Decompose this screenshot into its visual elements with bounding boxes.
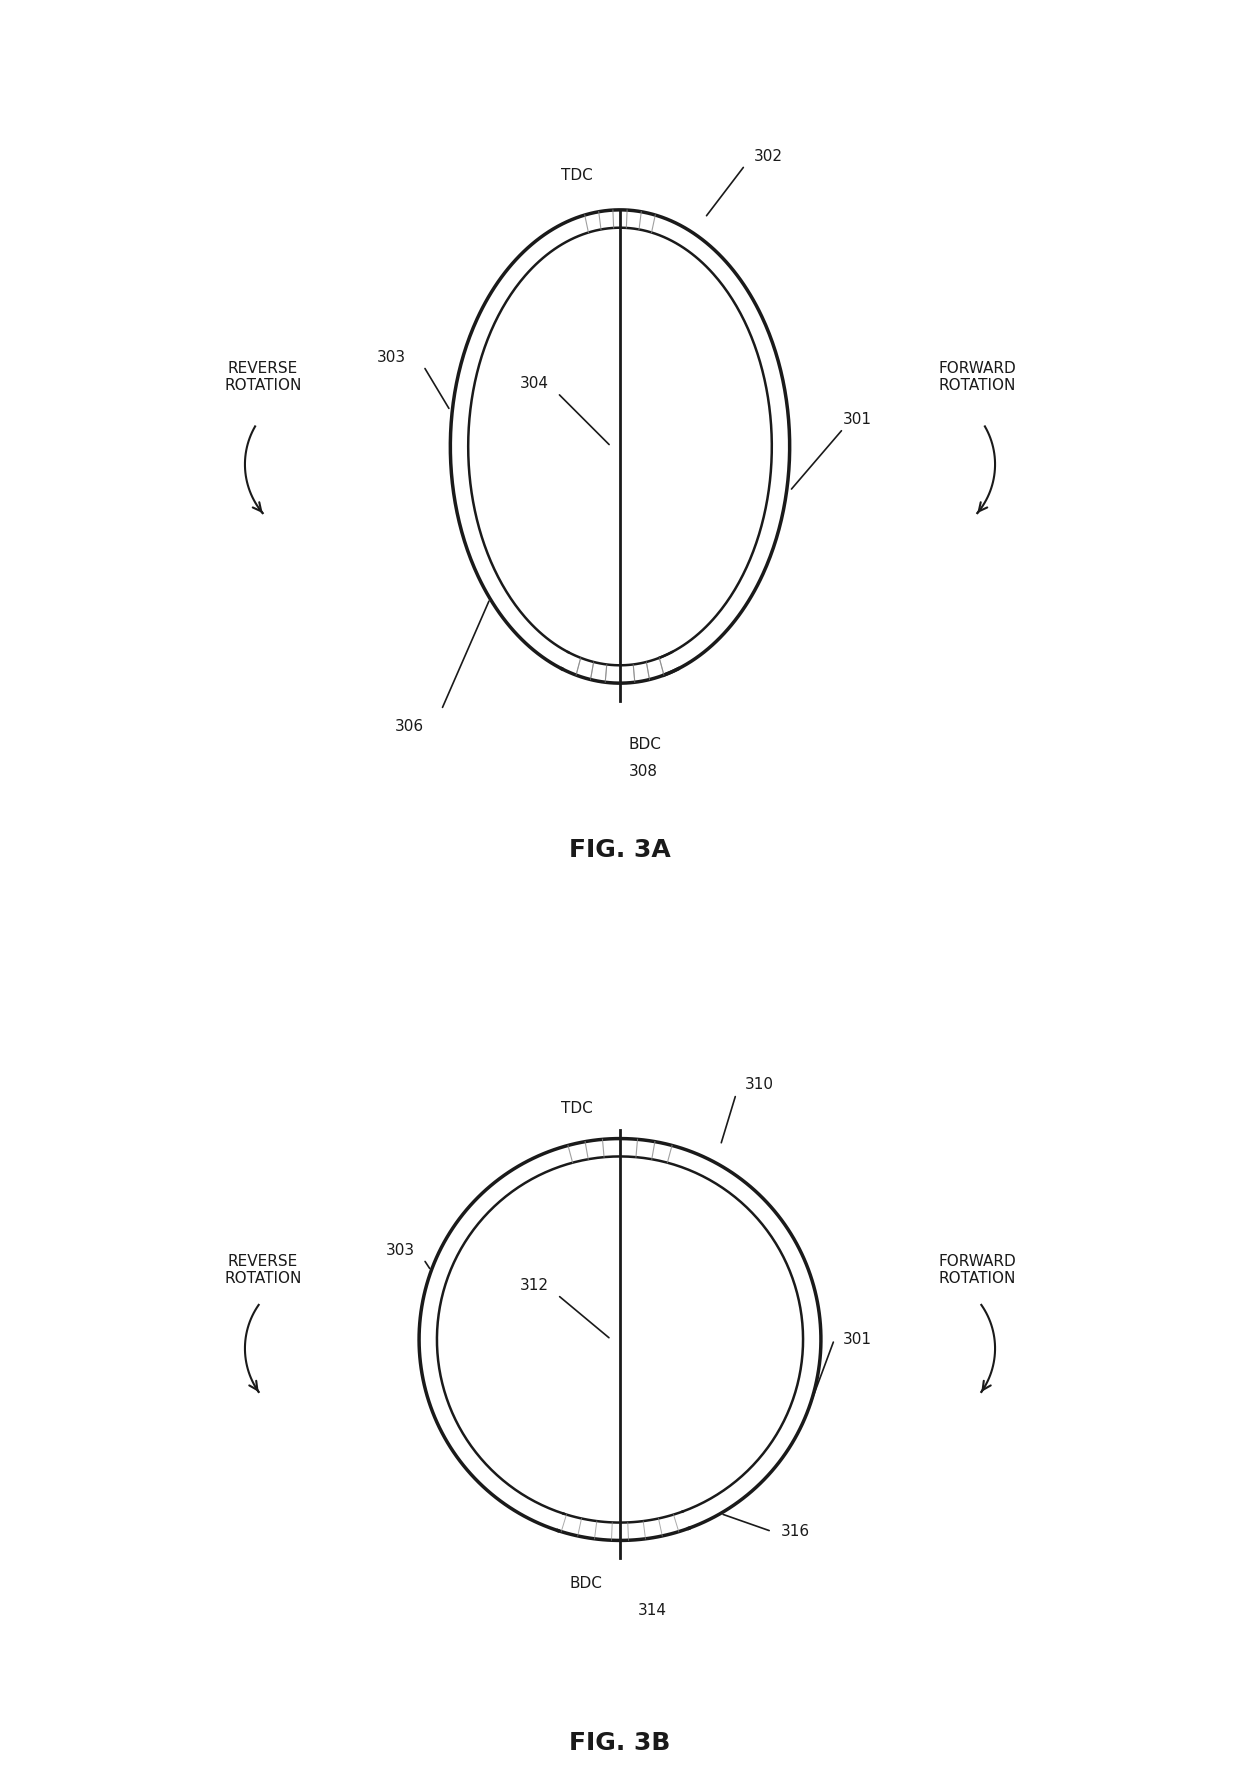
Text: 312: 312 — [520, 1279, 548, 1293]
Text: 306: 306 — [394, 718, 424, 734]
Text: REVERSE
ROTATION: REVERSE ROTATION — [224, 1254, 301, 1286]
Text: 303: 303 — [377, 350, 405, 364]
Text: TDC: TDC — [562, 1102, 593, 1116]
Text: FIG. 3B: FIG. 3B — [569, 1731, 671, 1754]
Text: 308: 308 — [629, 764, 658, 779]
Text: FORWARD
ROTATION: FORWARD ROTATION — [939, 361, 1016, 393]
Text: 301: 301 — [843, 1332, 872, 1347]
Text: BDC: BDC — [569, 1575, 603, 1591]
Text: FIG. 3A: FIG. 3A — [569, 838, 671, 863]
Text: 316: 316 — [781, 1523, 810, 1540]
Text: 310: 310 — [745, 1077, 774, 1093]
Text: FORWARD
ROTATION: FORWARD ROTATION — [939, 1254, 1016, 1286]
Text: TDC: TDC — [562, 168, 593, 184]
Text: 303: 303 — [386, 1243, 414, 1257]
Text: BDC: BDC — [629, 736, 662, 752]
Text: 304: 304 — [520, 377, 548, 391]
Text: 302: 302 — [754, 148, 782, 164]
Text: REVERSE
ROTATION: REVERSE ROTATION — [224, 361, 301, 393]
Text: 314: 314 — [637, 1604, 667, 1618]
Text: 301: 301 — [843, 413, 872, 427]
